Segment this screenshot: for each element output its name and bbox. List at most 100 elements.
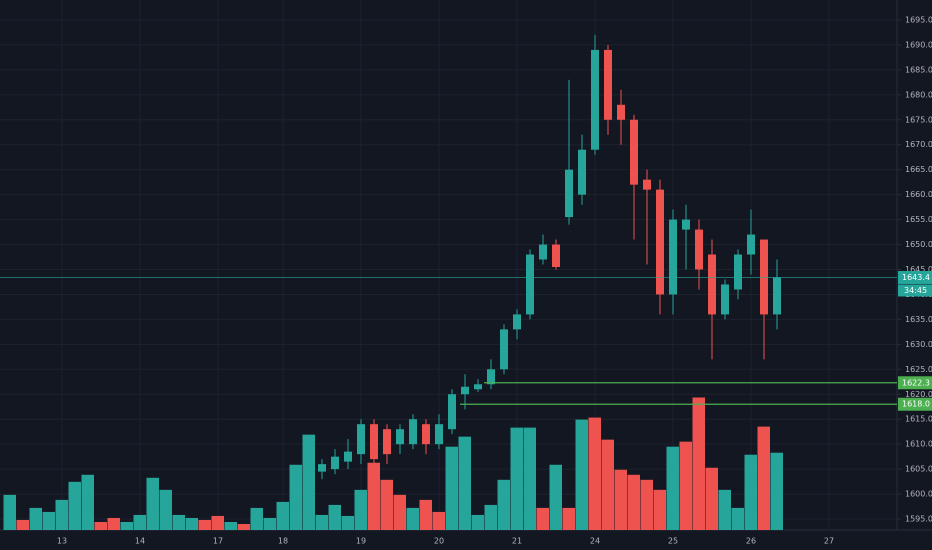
x-tick-label: 27 [824, 537, 834, 546]
volume-bar [614, 469, 627, 530]
volume-bar [367, 462, 380, 530]
volume-bar [172, 514, 185, 530]
y-tick-label: 1630.0 [905, 340, 932, 349]
volume-bar [276, 501, 289, 530]
candle-body [643, 179, 651, 190]
y-tick-label: 1690.0 [905, 40, 932, 49]
volume-bar [757, 426, 770, 530]
candle-body [422, 424, 430, 445]
y-tick-label: 1660.0 [905, 190, 932, 199]
candle-body [487, 369, 495, 385]
y-tick-label: 1615.0 [905, 415, 932, 424]
volume-bar [29, 507, 42, 530]
price-label: 1618.0 [902, 400, 930, 409]
volume-bar [315, 514, 328, 530]
y-tick-label: 1595.0 [905, 515, 932, 524]
volume-bar [601, 439, 614, 530]
volume-bar [627, 474, 640, 530]
candle-body [461, 386, 469, 395]
y-tick-label: 1600.0 [905, 490, 932, 499]
price-label: 1622.3 [902, 378, 930, 387]
volume-bar [81, 474, 94, 530]
candle-body [448, 394, 456, 430]
volume-bar [458, 436, 471, 530]
volume-bar [55, 499, 68, 530]
volume-bar [523, 427, 536, 530]
candle-body [708, 254, 716, 315]
price-label-box [898, 397, 932, 411]
volume-bar [263, 517, 276, 530]
candle-body [552, 244, 560, 267]
volume-bar [653, 489, 666, 530]
candle-body [591, 49, 599, 150]
y-tick-label: 1670.0 [905, 140, 932, 149]
volume-bar [133, 514, 146, 530]
volume-bar [3, 494, 16, 530]
y-tick-label: 1625.0 [905, 365, 932, 374]
volume-bar [575, 419, 588, 530]
y-tick-label: 1695.0 [905, 15, 932, 24]
volume-bar [198, 519, 211, 530]
y-tick-label: 1665.0 [905, 165, 932, 174]
x-tick-label: 17 [213, 537, 223, 546]
candle-body [513, 314, 521, 330]
volume-bar [419, 499, 432, 530]
volume-bar [692, 397, 705, 530]
volume-bar [588, 417, 601, 530]
countdown-box [898, 284, 932, 297]
y-tick-label: 1610.0 [905, 440, 932, 449]
x-tick-label: 14 [135, 537, 145, 546]
volume-bar [471, 514, 484, 530]
x-tick-label: 24 [590, 537, 600, 546]
volume-bar [536, 507, 549, 530]
volume-bar [289, 464, 302, 530]
candle-body [578, 149, 586, 195]
volume-bar [68, 481, 81, 530]
volume-bar [107, 517, 120, 530]
x-tick-label: 20 [434, 537, 444, 546]
candle-body [370, 424, 378, 460]
volume-bar [731, 507, 744, 530]
y-tick-label: 1635.0 [905, 315, 932, 324]
volume-bar [224, 521, 237, 530]
volume-bar [666, 446, 679, 530]
volume-bar [562, 507, 575, 530]
volume-bar [354, 489, 367, 530]
candle-body [682, 219, 690, 230]
volume-bar [185, 517, 198, 530]
volume-bar [679, 441, 692, 530]
x-tick-label: 21 [512, 537, 522, 546]
volume-bar [432, 511, 445, 530]
price-label: 1643.4 [902, 273, 930, 282]
candle-body [760, 239, 768, 315]
candle-body [539, 244, 547, 260]
candle-body [656, 189, 664, 295]
candle-body [500, 329, 508, 370]
volume-bar [640, 479, 653, 530]
y-tick-label: 1655.0 [905, 215, 932, 224]
volume-bar [718, 489, 731, 530]
y-tick-label: 1675.0 [905, 115, 932, 124]
candle-body [357, 424, 365, 455]
price-label-box [898, 376, 932, 390]
candle-body [695, 229, 703, 270]
y-tick-label: 1645.0 [905, 265, 932, 274]
volume-bar [380, 479, 393, 530]
y-tick-label: 1650.0 [905, 240, 932, 249]
volume-bar [159, 489, 172, 530]
volume-bar [705, 467, 718, 530]
volume-bar [510, 427, 523, 530]
volume-bar [770, 452, 783, 530]
x-tick-label: 25 [668, 537, 678, 546]
y-tick-label: 1620.0 [905, 390, 932, 399]
volume-bar [94, 521, 107, 530]
candle-body [435, 424, 443, 445]
volume-bar [549, 464, 562, 530]
candle-body [630, 119, 638, 185]
candle-body [747, 234, 755, 255]
price-label-box [898, 270, 932, 284]
y-tick-label: 1680.0 [905, 90, 932, 99]
volume-bar [237, 523, 250, 530]
